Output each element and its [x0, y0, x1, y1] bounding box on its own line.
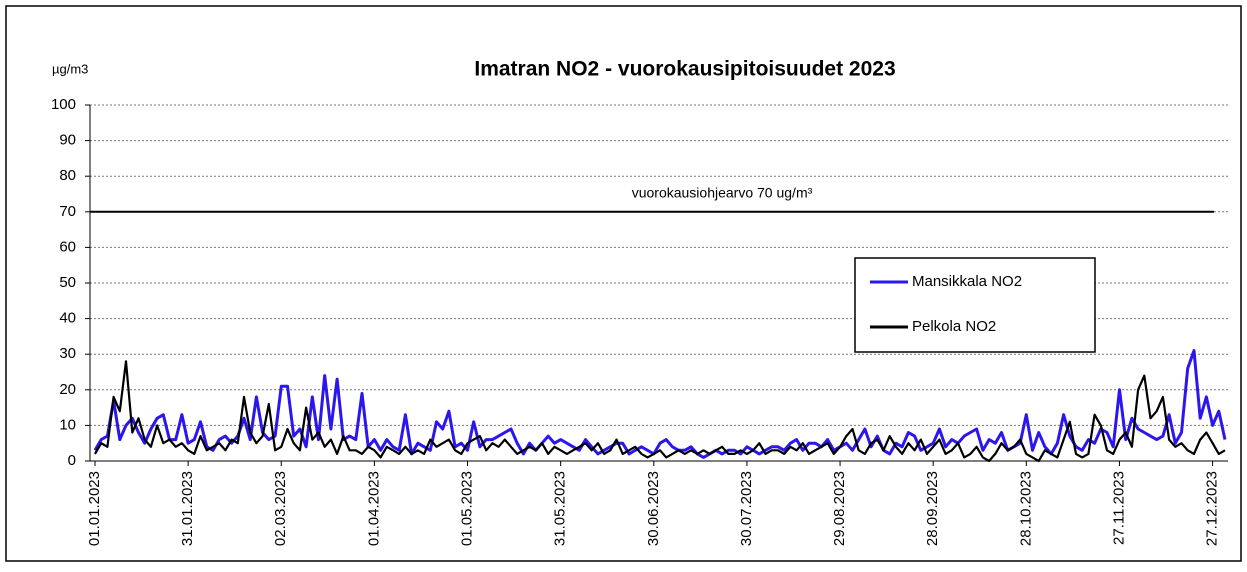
x-tick-label: 27.11.2023: [1110, 471, 1127, 545]
x-tick-label: 30.07.2023: [738, 471, 755, 546]
y-tick-label: 90: [59, 132, 76, 149]
x-tick-label: 31.05.2023: [552, 471, 569, 546]
legend-label: Pelkola NO2: [912, 318, 996, 335]
y-tick-label: 60: [59, 238, 76, 255]
y-tick-label: 10: [59, 416, 76, 433]
x-tick-label: 30.06.2023: [645, 471, 662, 546]
x-tick-label: 01.04.2023: [365, 471, 382, 546]
legend-box: [854, 257, 1096, 353]
y-tick-label: 80: [59, 167, 76, 184]
x-tick-label: 28.09.2023: [924, 471, 941, 546]
y-tick-label: 40: [59, 310, 76, 327]
y-tick-label: 70: [59, 203, 76, 220]
y-tick-label: 100: [51, 96, 76, 113]
x-tick-label: 27.12.2023: [1204, 471, 1221, 546]
x-tick-label: 02.03.2023: [272, 471, 289, 546]
x-tick-label: 01.01.2023: [86, 471, 103, 546]
y-tick-label: 0: [68, 452, 76, 469]
x-tick-label: 29.08.2023: [831, 471, 848, 546]
x-tick-label: 01.05.2023: [458, 471, 475, 546]
y-tick-label: 20: [59, 381, 76, 398]
series-line: [94, 360, 1226, 463]
y-axis-label: µg/m3: [52, 61, 88, 76]
y-tick-label: 30: [59, 345, 76, 362]
y-tick-label: 50: [59, 274, 76, 291]
chart-title: Imatran NO2 - vuorokausipitoisuudet 2023: [474, 58, 895, 81]
series-line: [93, 349, 1227, 459]
legend-label: Mansikkala NO2: [912, 273, 1022, 290]
x-tick-label: 31.01.2023: [179, 471, 196, 546]
reference-label: vuorokausiohjearvo 70 ug/m³: [632, 185, 813, 201]
x-tick-label: 28.10.2023: [1017, 471, 1034, 546]
